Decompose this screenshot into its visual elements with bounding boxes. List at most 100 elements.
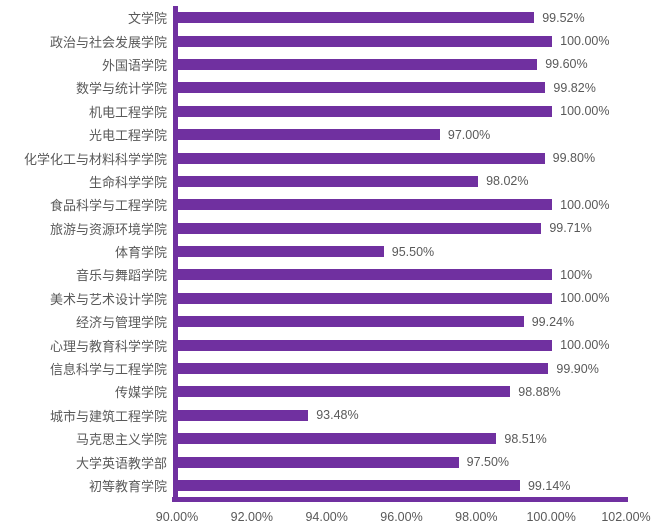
bar-value-label: 100.00% bbox=[560, 34, 610, 49]
bar-row: 旅游与资源环境学院 99.71% bbox=[0, 216, 654, 240]
bar-row: 音乐与舞蹈学院 100% bbox=[0, 263, 654, 287]
bar[interactable] bbox=[178, 339, 553, 351]
bar-value-label: 99.24% bbox=[531, 314, 575, 329]
x-axis-tick-label: 90.00% bbox=[155, 510, 199, 525]
bar[interactable] bbox=[178, 316, 524, 328]
category-label: 外国语学院 bbox=[101, 57, 167, 73]
bar-row: 初等教育学院 99.14% bbox=[0, 473, 654, 498]
bar-track: 97.50% bbox=[173, 450, 627, 474]
bar[interactable] bbox=[178, 456, 459, 468]
bar-row: 数学与统计学院 99.82% bbox=[0, 76, 654, 100]
bar-row: 美术与艺术设计学院 100.00% bbox=[0, 286, 654, 311]
category-label: 旅游与资源环境学院 bbox=[49, 221, 167, 237]
bar[interactable] bbox=[178, 222, 542, 234]
bar-track: 100.00% bbox=[173, 193, 627, 217]
bar-row: 城市与建筑工程学院 93.48% bbox=[0, 403, 654, 428]
x-axis-tick-label: 96.00% bbox=[380, 510, 423, 525]
category-label: 音乐与舞蹈学院 bbox=[75, 268, 167, 284]
x-axis-tick-label: 102.00% bbox=[601, 510, 651, 525]
category-label: 传媒学院 bbox=[114, 385, 167, 401]
bar-value-label: 98.88% bbox=[518, 384, 561, 399]
bar[interactable] bbox=[178, 58, 538, 70]
bar-row: 食品科学与工程学院 100.00% bbox=[0, 193, 654, 217]
category-label: 食品科学与工程学院 bbox=[49, 198, 167, 214]
bar[interactable] bbox=[178, 199, 553, 211]
bar-track: 98.51% bbox=[173, 427, 627, 451]
bar-value-label: 99.80% bbox=[552, 151, 596, 166]
bar-row: 心理与教育科学学院 100.00% bbox=[0, 333, 654, 357]
category-label: 化学化工与材料科学学院 bbox=[23, 151, 167, 167]
bar-row: 外国语学院 99.60% bbox=[0, 52, 654, 77]
bar-row: 文学院 99.52% bbox=[0, 6, 654, 30]
bar-value-label: 99.90% bbox=[556, 361, 599, 376]
bar[interactable] bbox=[178, 82, 546, 94]
bar-row: 传媒学院 98.88% bbox=[0, 380, 654, 404]
bar-value-label: 99.82% bbox=[553, 80, 596, 95]
category-label: 光电工程学院 bbox=[88, 128, 167, 144]
bar-value-label: 98.51% bbox=[504, 431, 547, 446]
bar-track: 99.14% bbox=[173, 473, 627, 498]
category-label: 美术与艺术设计学院 bbox=[49, 291, 167, 307]
bar[interactable] bbox=[178, 363, 549, 375]
category-label: 文学院 bbox=[127, 11, 167, 27]
bar-row: 马克思主义学院 98.51% bbox=[0, 427, 654, 451]
bar-track: 98.88% bbox=[173, 380, 627, 404]
bar-row: 体育学院 95.50% bbox=[0, 239, 654, 264]
bar-value-label: 99.52% bbox=[542, 10, 585, 25]
bar-value-label: 99.14% bbox=[527, 478, 571, 493]
x-axis-tick-label: 100.00% bbox=[526, 510, 576, 525]
bar-track: 100.00% bbox=[173, 29, 627, 53]
x-axis-tick-label: 98.00% bbox=[455, 510, 498, 525]
bar-track: 97.00% bbox=[173, 122, 627, 147]
bar-row: 大学英语教学部 97.50% bbox=[0, 450, 654, 474]
category-label: 体育学院 bbox=[114, 245, 167, 261]
bar-row: 光电工程学院 97.00% bbox=[0, 122, 654, 147]
bar-track: 100.00% bbox=[173, 333, 627, 357]
bar[interactable] bbox=[178, 246, 384, 258]
bar-track: 99.24% bbox=[173, 310, 627, 334]
bar-value-label: 98.02% bbox=[486, 174, 529, 189]
bar-value-label: 100% bbox=[560, 267, 593, 282]
bar[interactable] bbox=[178, 292, 553, 304]
category-label: 城市与建筑工程学院 bbox=[49, 408, 167, 424]
bar-track: 99.52% bbox=[173, 6, 627, 30]
bar-track: 95.50% bbox=[173, 239, 627, 264]
bar-value-label: 97.50% bbox=[466, 455, 510, 470]
bar[interactable] bbox=[178, 12, 535, 24]
bar-track: 100.00% bbox=[173, 99, 627, 123]
category-label: 初等教育学院 bbox=[88, 479, 167, 494]
bar-value-label: 100.00% bbox=[560, 338, 610, 353]
x-axis-tick-label: 92.00% bbox=[230, 510, 274, 525]
category-label: 政治与社会发展学院 bbox=[49, 34, 167, 50]
bar-value-label: 99.71% bbox=[549, 221, 592, 236]
bar-value-label: 97.00% bbox=[447, 127, 491, 142]
bar-track: 100.00% bbox=[173, 286, 627, 311]
bar[interactable] bbox=[178, 433, 497, 445]
category-label: 生命科学学院 bbox=[88, 174, 167, 190]
bar[interactable] bbox=[178, 105, 553, 117]
x-axis-tick-label: 94.00% bbox=[305, 510, 348, 525]
bar[interactable] bbox=[178, 386, 511, 398]
bar-row: 经济与管理学院 99.24% bbox=[0, 310, 654, 334]
bar-rows: 文学院 99.52% 政治与社会发展学院 100.00% 外国语学院 99.60% 数学与统… bbox=[0, 6, 654, 498]
bar-track: 100% bbox=[173, 263, 627, 287]
bar-track: 98.02% bbox=[173, 169, 627, 194]
bar-row: 政治与社会发展学院 100.00% bbox=[0, 29, 654, 53]
bar[interactable] bbox=[178, 480, 520, 491]
bar[interactable] bbox=[178, 129, 440, 141]
bar[interactable] bbox=[178, 269, 553, 281]
bar-value-label: 100.00% bbox=[560, 197, 610, 212]
horizontal-bar-chart: 文学院 99.52% 政治与社会发展学院 100.00% 外国语学院 99.60% 数学与统… bbox=[0, 6, 654, 526]
bar-track: 99.82% bbox=[173, 76, 627, 100]
bar-track: 93.48% bbox=[173, 403, 627, 428]
bar-value-label: 100.00% bbox=[560, 104, 610, 119]
bar[interactable] bbox=[178, 35, 553, 47]
category-label: 马克思主义学院 bbox=[75, 432, 167, 448]
bar[interactable] bbox=[178, 409, 309, 421]
bar[interactable] bbox=[178, 175, 479, 187]
category-label: 信息科学与工程学院 bbox=[49, 362, 167, 378]
bar-track: 99.80% bbox=[173, 146, 627, 170]
bar-track: 99.90% bbox=[173, 356, 627, 381]
bar[interactable] bbox=[178, 152, 545, 164]
